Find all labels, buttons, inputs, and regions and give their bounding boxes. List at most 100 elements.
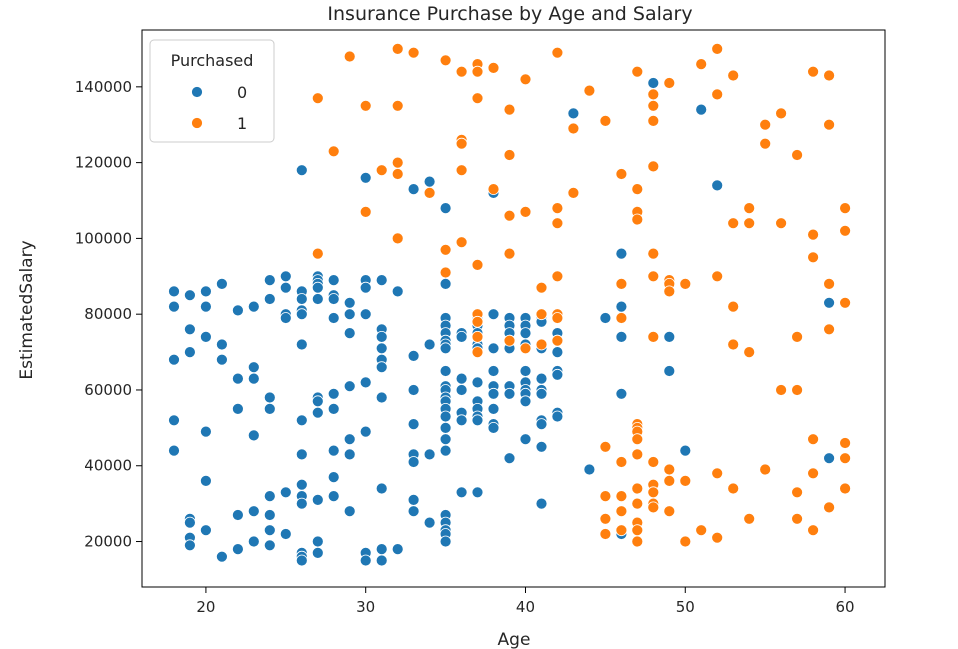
scatter-point-0-222	[647, 77, 660, 89]
scatter-point-0-150	[455, 486, 468, 499]
scatter-point-0-120	[423, 516, 436, 529]
scatter-point-0-40	[263, 539, 276, 552]
scatter-point-0-146	[455, 372, 468, 385]
scatter-point-1-133	[807, 524, 819, 537]
scatter-point-1-21	[455, 236, 468, 249]
scatter-point-1-68	[631, 213, 644, 226]
scatter-point-0-216	[615, 247, 628, 260]
scatter-point-0-16	[199, 474, 212, 487]
scatter-point-0-191	[519, 433, 532, 446]
scatter-point-0-95	[359, 554, 372, 567]
scatter-point-0-215	[599, 312, 612, 324]
scatter-point-0-0	[168, 285, 180, 298]
scatter-point-1-78	[631, 535, 644, 548]
scatter-point-0-110	[407, 384, 420, 396]
scatter-point-0-32	[247, 535, 260, 548]
scatter-point-1-73	[631, 448, 644, 461]
scatter-point-1-33	[503, 149, 516, 161]
scatter-point-1-27	[471, 315, 484, 328]
scatter-point-1-12	[407, 46, 420, 59]
scatter-point-0-44	[279, 312, 292, 324]
scatter-point-1-84	[647, 270, 660, 283]
scatter-point-0-53	[295, 414, 308, 427]
scatter-point-0-80	[327, 490, 340, 503]
scatter-point-1-58	[615, 168, 628, 180]
scatter-point-1-82	[647, 160, 660, 173]
scatter-point-0-69	[311, 493, 324, 506]
scatter-point-1-29	[471, 346, 484, 359]
scatter-point-0-35	[263, 391, 276, 404]
scatter-point-1-1	[311, 247, 324, 260]
scatter-point-0-99	[375, 342, 388, 355]
scatter-point-1-74	[631, 482, 644, 495]
scatter-point-0-116	[423, 175, 436, 188]
y-tick-label-20000: 20000	[84, 533, 132, 551]
scatter-point-0-24	[231, 402, 244, 415]
scatter-point-1-34	[503, 209, 516, 222]
scatter-point-0-115	[407, 505, 420, 518]
scatter-point-0-54	[295, 448, 308, 461]
scatter-point-1-28	[471, 330, 484, 343]
scatter-point-1-65	[631, 65, 644, 78]
scatter-point-1-16	[439, 266, 452, 279]
scatter-point-1-44	[551, 202, 564, 215]
scatter-point-0-227	[711, 179, 724, 192]
scatter-point-0-23	[231, 372, 244, 385]
scatter-point-0-137	[439, 433, 452, 446]
x-axis-title: Age	[498, 630, 531, 649]
scatter-point-0-82	[343, 308, 356, 321]
scatter-point-0-57	[295, 497, 308, 510]
scatter-point-0-9	[183, 516, 196, 529]
scatter-point-0-223	[663, 330, 676, 343]
scatter-point-1-56	[599, 512, 612, 525]
scatter-point-1-42	[535, 338, 548, 351]
scatter-point-0-41	[279, 270, 292, 283]
scatter-point-0-17	[199, 524, 212, 537]
scatter-point-0-33	[263, 274, 276, 287]
scatter-point-0-143	[439, 535, 452, 548]
scatter-point-0-45	[279, 486, 292, 499]
x-tick-label-40: 40	[516, 598, 535, 616]
scatter-point-1-118	[759, 137, 772, 150]
scatter-point-1-123	[791, 149, 803, 161]
scatter-point-0-149	[455, 414, 468, 427]
scatter-point-0-199	[535, 387, 548, 400]
chart-title: Insurance Purchase by Age and Salary	[327, 3, 692, 25]
scatter-point-0-26	[231, 543, 244, 555]
scatter-point-1-101	[695, 58, 708, 70]
scatter-point-0-197	[535, 372, 548, 385]
scatter-point-0-22	[231, 304, 244, 317]
scatter-point-0-19	[215, 338, 228, 351]
scatter-point-1-35	[503, 247, 516, 260]
scatter-point-0-83	[343, 327, 356, 340]
scatter-point-0-75	[327, 312, 340, 324]
scatter-point-1-14	[439, 54, 452, 67]
scatter-point-0-108	[407, 183, 420, 196]
scatter-point-1-79	[647, 88, 660, 101]
scatter-point-0-224	[663, 365, 676, 377]
scatter-point-1-129	[807, 228, 819, 241]
scatter-point-1-77	[631, 524, 644, 537]
scatter-point-0-28	[247, 361, 260, 374]
scatter-point-1-46	[551, 270, 564, 283]
scatter-point-0-159	[471, 376, 484, 389]
scatter-point-1-128	[807, 65, 819, 78]
scatter-point-1-138	[823, 501, 835, 514]
scatter-point-0-190	[519, 395, 532, 408]
scatter-point-1-0	[311, 92, 324, 105]
scatter-point-0-102	[375, 391, 388, 404]
scatter-point-1-31	[487, 183, 500, 196]
scatter-point-0-25	[231, 509, 244, 521]
scatter-point-0-104	[375, 543, 388, 555]
scatter-point-1-119	[759, 463, 772, 476]
y-tick-label-40000: 40000	[84, 457, 132, 475]
scatter-point-1-105	[711, 270, 724, 283]
legend-label-0: 0	[237, 83, 247, 102]
scatter-point-1-3	[343, 50, 356, 63]
scatter-point-0-77	[327, 402, 340, 415]
scatter-point-0-51	[295, 308, 308, 321]
scatter-point-0-135	[439, 410, 452, 423]
scatter-point-0-14	[199, 330, 212, 343]
scatter-point-0-18	[215, 277, 228, 290]
scatter-point-1-5	[359, 205, 372, 218]
